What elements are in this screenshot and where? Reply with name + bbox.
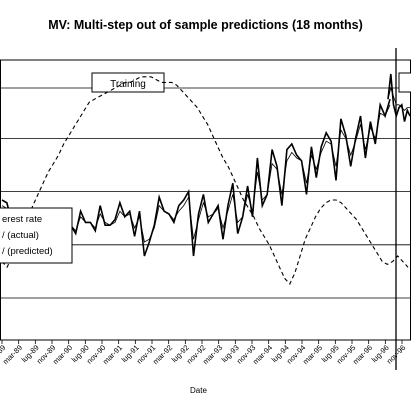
series-predicted-forecast	[387, 86, 410, 111]
training-label: Training	[110, 79, 146, 90]
series-actual-forecast	[387, 73, 411, 122]
legend-entry-1: / (actual)	[2, 230, 39, 241]
legend-entry-0: erest rate	[2, 214, 42, 225]
series-interest-rate	[1, 76, 409, 285]
test-box	[398, 72, 411, 93]
x-axis-label: Date	[190, 386, 207, 395]
chart-title: MV: Multi-step out of sample predictions…	[48, 18, 363, 32]
legend-box	[0, 207, 73, 264]
legend-entry-2: / (predicted)	[2, 246, 53, 257]
